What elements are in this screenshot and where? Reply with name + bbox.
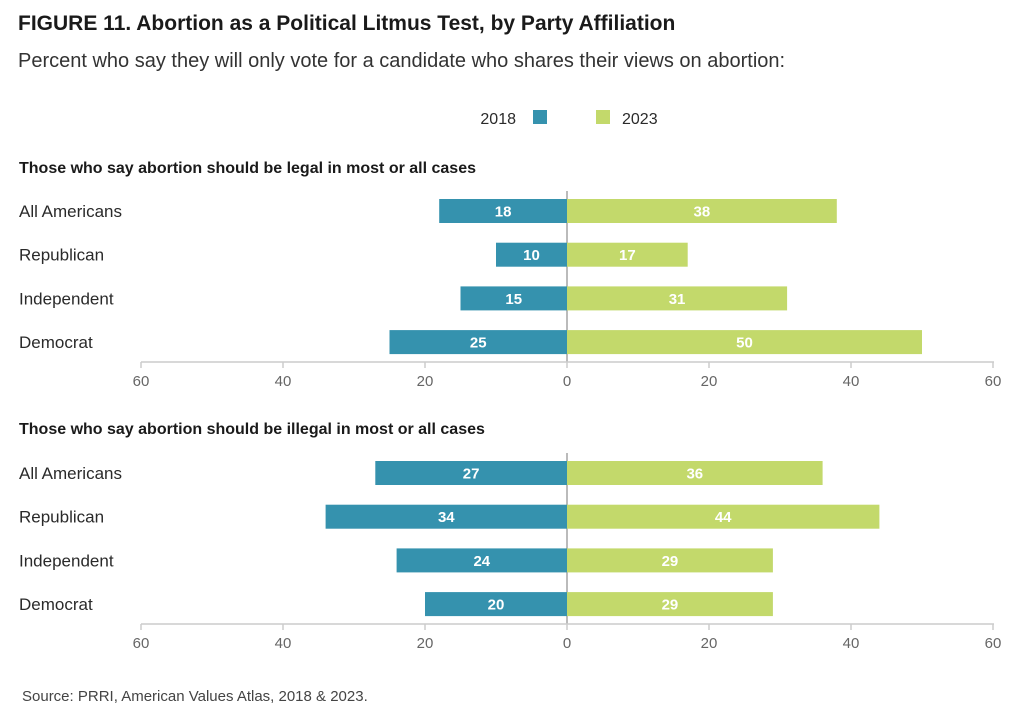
figure-title: FIGURE 11. Abortion as a Political Litmu… [18,12,676,35]
bar-2023 [567,199,837,223]
x-axis-tick-label: 20 [417,373,434,390]
x-axis-tick-label: 20 [701,373,718,390]
value-label-2023: 44 [715,509,732,526]
value-label-2018: 34 [438,509,455,526]
source-note: Source: PRRI, American Values Atlas, 201… [22,688,368,705]
bar-2023 [567,461,823,485]
bar-2018 [496,242,567,267]
bar-row: Democrat 25 50 [19,330,922,355]
x-axis-tick-label: 20 [417,635,434,652]
value-label-2023: 29 [662,597,679,614]
x-axis-tick-label: 60 [985,373,1002,390]
chart-legend: 2018 2023 [480,110,658,128]
legend-label-2023: 2023 [622,111,658,128]
value-label-2023: 50 [736,335,753,352]
value-label-2018: 15 [505,291,522,308]
category-label: Democrat [19,595,93,614]
x-axis-tick-label: 60 [985,635,1002,652]
bar-row: Independent 24 29 [19,548,773,573]
bar-2023 [567,504,880,529]
category-label: Republican [19,246,104,265]
panel-title: Those who say abortion should be illegal… [19,421,485,438]
x-axis-tick-label: 40 [275,373,292,390]
value-label-2018: 10 [523,247,540,264]
value-label-2018: 20 [488,597,505,614]
value-label-2018: 18 [495,204,512,221]
bar-row: All Americans 27 36 [19,461,823,485]
bar-2023 [567,548,773,573]
value-label-2023: 29 [662,553,679,570]
bar-2023 [567,592,773,617]
figure-subtitle: Percent who say they will only vote for … [18,50,786,72]
x-axis-tick-label: 40 [843,635,860,652]
value-label-2018: 27 [463,466,480,483]
bar-row: All Americans 18 38 [19,199,837,223]
category-label: Independent [19,551,114,570]
chart-panels: Those who say abortion should be legal i… [19,160,1001,652]
value-label-2023: 36 [686,466,703,483]
bar-2018 [396,548,567,573]
x-axis-tick-label: 0 [563,635,571,652]
value-label-2023: 38 [694,204,711,221]
bar-2018 [389,330,567,355]
value-label-2018: 25 [470,335,487,352]
value-label-2023: 31 [669,291,686,308]
value-label-2023: 17 [619,247,636,264]
x-axis-tick-label: 0 [563,373,571,390]
x-axis-tick-label: 20 [701,635,718,652]
bar-2018 [460,286,567,311]
bar-2023 [567,330,922,355]
bar-2023 [567,286,788,311]
category-label: Democrat [19,333,93,352]
panel-2: Those who say abortion should be illegal… [19,421,1001,652]
bar-2018 [439,199,567,223]
legend-label-2018: 2018 [480,111,516,128]
panel-1: Those who say abortion should be legal i… [19,160,1001,390]
bar-row: Republican 34 44 [19,504,880,529]
bar-row: Republican 10 17 [19,242,688,267]
category-label: All Americans [19,464,122,483]
x-axis-tick-label: 40 [275,635,292,652]
category-label: Republican [19,508,104,527]
panel-title: Those who say abortion should be legal i… [19,160,476,177]
bar-row: Democrat 20 29 [19,592,773,617]
x-axis-tick-label: 60 [133,373,150,390]
bar-row: Independent 15 31 [19,286,788,311]
legend-swatch-2018 [533,110,547,124]
category-label: Independent [19,289,114,308]
value-label-2018: 24 [473,553,490,570]
bar-2023 [567,242,688,267]
x-axis-tick-label: 40 [843,373,860,390]
bar-2018 [375,461,567,485]
bar-2018 [425,592,567,617]
category-label: All Americans [19,202,122,221]
bar-2018 [325,504,567,529]
x-axis-tick-label: 60 [133,635,150,652]
legend-swatch-2023 [596,110,610,124]
